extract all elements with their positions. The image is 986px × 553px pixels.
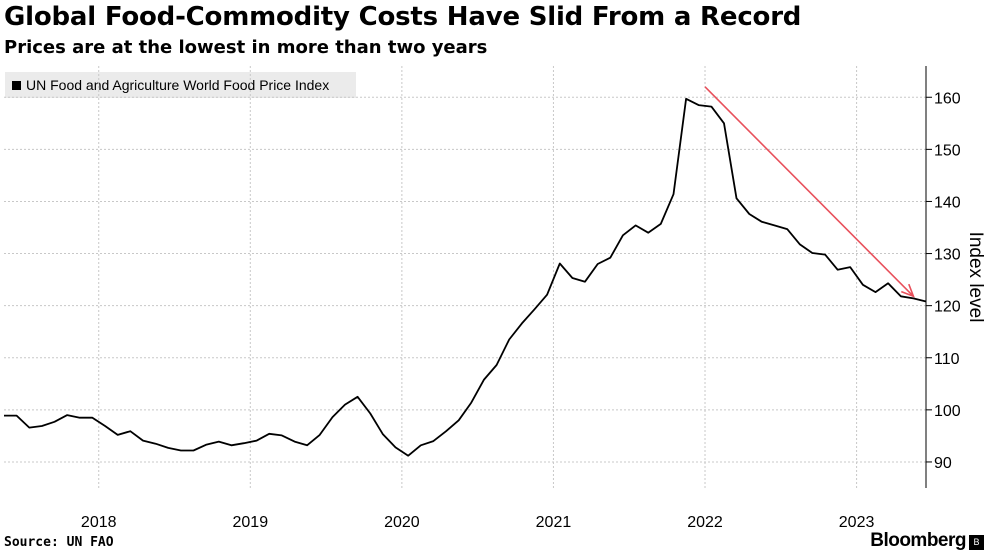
brand-logo: Bloomberg	[870, 530, 966, 551]
y-tick-label: 160	[934, 90, 961, 107]
x-tick-label: 2022	[687, 514, 723, 531]
y-tick-label: 150	[934, 142, 961, 159]
y-tick-label: 110	[934, 351, 960, 368]
y-tick-label: 130	[934, 247, 961, 264]
legend: UN Food and Agriculture World Food Price…	[5, 72, 356, 98]
legend-swatch	[12, 80, 21, 90]
legend-label: UN Food and Agriculture World Food Price…	[26, 77, 330, 93]
x-tick-label: 2018	[81, 514, 117, 531]
y-tick-label: 90	[934, 455, 952, 472]
chart-subtitle: Prices are at the lowest in more than tw…	[4, 37, 488, 58]
series-line-food-price-index	[4, 97, 927, 457]
trend-arrow-line	[704, 86, 914, 297]
y-axis-title: Index level	[965, 232, 986, 323]
y-axis: 90 100 110 120 130 140 150 160 Index level	[925, 66, 986, 488]
series-layer	[4, 97, 927, 457]
gridlines	[4, 66, 926, 488]
x-tick-label: 2020	[384, 514, 420, 531]
y-tick-label: 140	[934, 194, 961, 211]
source-note: Source: UN FAO	[4, 535, 114, 550]
y-tick-label: 120	[934, 299, 961, 316]
trend-arrow-head	[901, 283, 915, 298]
x-tick-label: 2023	[839, 514, 875, 531]
x-axis: 2018 2019 2020 2021 2022 2023	[81, 514, 875, 531]
terminal-icon: B	[969, 535, 984, 550]
x-tick-label: 2019	[233, 514, 269, 531]
x-tick-label: 2021	[536, 514, 572, 531]
annotation-layer	[704, 86, 915, 298]
y-tick-label: 100	[934, 403, 961, 420]
chart-title: Global Food-Commodity Costs Have Slid Fr…	[4, 2, 802, 32]
